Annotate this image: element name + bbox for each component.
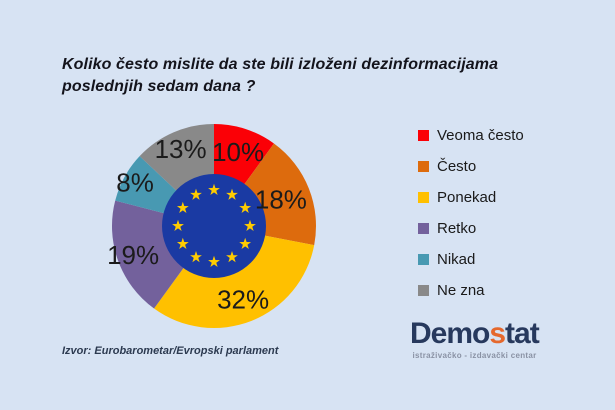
legend-label: Retko — [437, 219, 477, 237]
legend-swatch — [418, 222, 429, 234]
legend-item-5: Ne zna — [418, 280, 524, 300]
legend: Veoma često Često Ponekad Retko Nikad Ne zna — [418, 125, 524, 311]
donut-chart-container: 10% 18% 32% 19% 8% 13% — [104, 116, 324, 336]
legend-label: Često — [437, 157, 477, 175]
legend-swatch — [418, 129, 429, 141]
legend-item-3: Retko — [418, 218, 524, 238]
slice-label-5: 13% — [155, 134, 207, 164]
legend-swatch — [418, 160, 429, 172]
eu-star — [226, 250, 238, 263]
logo-part2: tat — [505, 317, 540, 350]
slice-label-4: 8% — [116, 168, 154, 198]
source-note: Izvor: Eurobarometar/Evropski parlament — [62, 345, 279, 357]
logo-accent-letter: s — [489, 317, 506, 350]
legend-swatch — [418, 191, 429, 203]
pie-slice-0 — [214, 124, 274, 185]
slice-label-1: 18% — [255, 185, 307, 215]
eu-star — [239, 237, 252, 250]
eu-star — [172, 219, 184, 232]
pie-slice-1 — [243, 143, 316, 246]
slice-label-2: 32% — [217, 285, 269, 315]
logo-subtitle: istraživačko - izdavački centar — [412, 351, 537, 360]
pie-slice-5 — [139, 124, 214, 192]
logo-part1: Demo — [410, 317, 490, 350]
chart-title-line2: poslednjih sedam dana ? — [62, 78, 256, 95]
demostat-logo: Demostat istraživačko - izdavački centar — [410, 318, 550, 361]
pie-slice-3 — [111, 200, 185, 309]
chart-title-line1: Koliko često mislite da ste bili izložen… — [62, 56, 499, 73]
pie-slice-4 — [115, 156, 177, 214]
eu-star — [176, 237, 189, 250]
legend-swatch — [418, 253, 429, 265]
legend-item-0: Veoma često — [418, 125, 524, 145]
eu-star — [226, 188, 238, 200]
legend-swatch — [418, 284, 429, 296]
eu-star — [244, 219, 256, 232]
pie-slice-2 — [154, 235, 315, 328]
legend-item-4: Nikad — [418, 249, 524, 269]
chart-title: Koliko često mislite da ste bili izložen… — [62, 54, 532, 98]
slice-label-0: 10% — [212, 137, 264, 167]
logo-wordmark: Demostat — [410, 318, 550, 350]
slice-label-3: 19% — [107, 240, 159, 270]
legend-label: Veoma često — [437, 126, 524, 144]
eu-star — [208, 255, 220, 268]
legend-label: Ponekad — [437, 188, 497, 206]
eu-star — [190, 188, 202, 200]
legend-item-1: Često — [418, 156, 524, 176]
donut-chart: 10% 18% 32% 19% 8%13% — [107, 124, 316, 328]
eu-star — [208, 183, 220, 196]
eu-star — [239, 201, 252, 214]
legend-label: Nikad — [437, 250, 476, 268]
eu-flag-circle — [162, 174, 266, 278]
eu-star — [176, 201, 189, 214]
legend-item-2: Ponekad — [418, 187, 524, 207]
eu-star — [190, 250, 202, 263]
legend-label: Ne zna — [437, 281, 485, 299]
